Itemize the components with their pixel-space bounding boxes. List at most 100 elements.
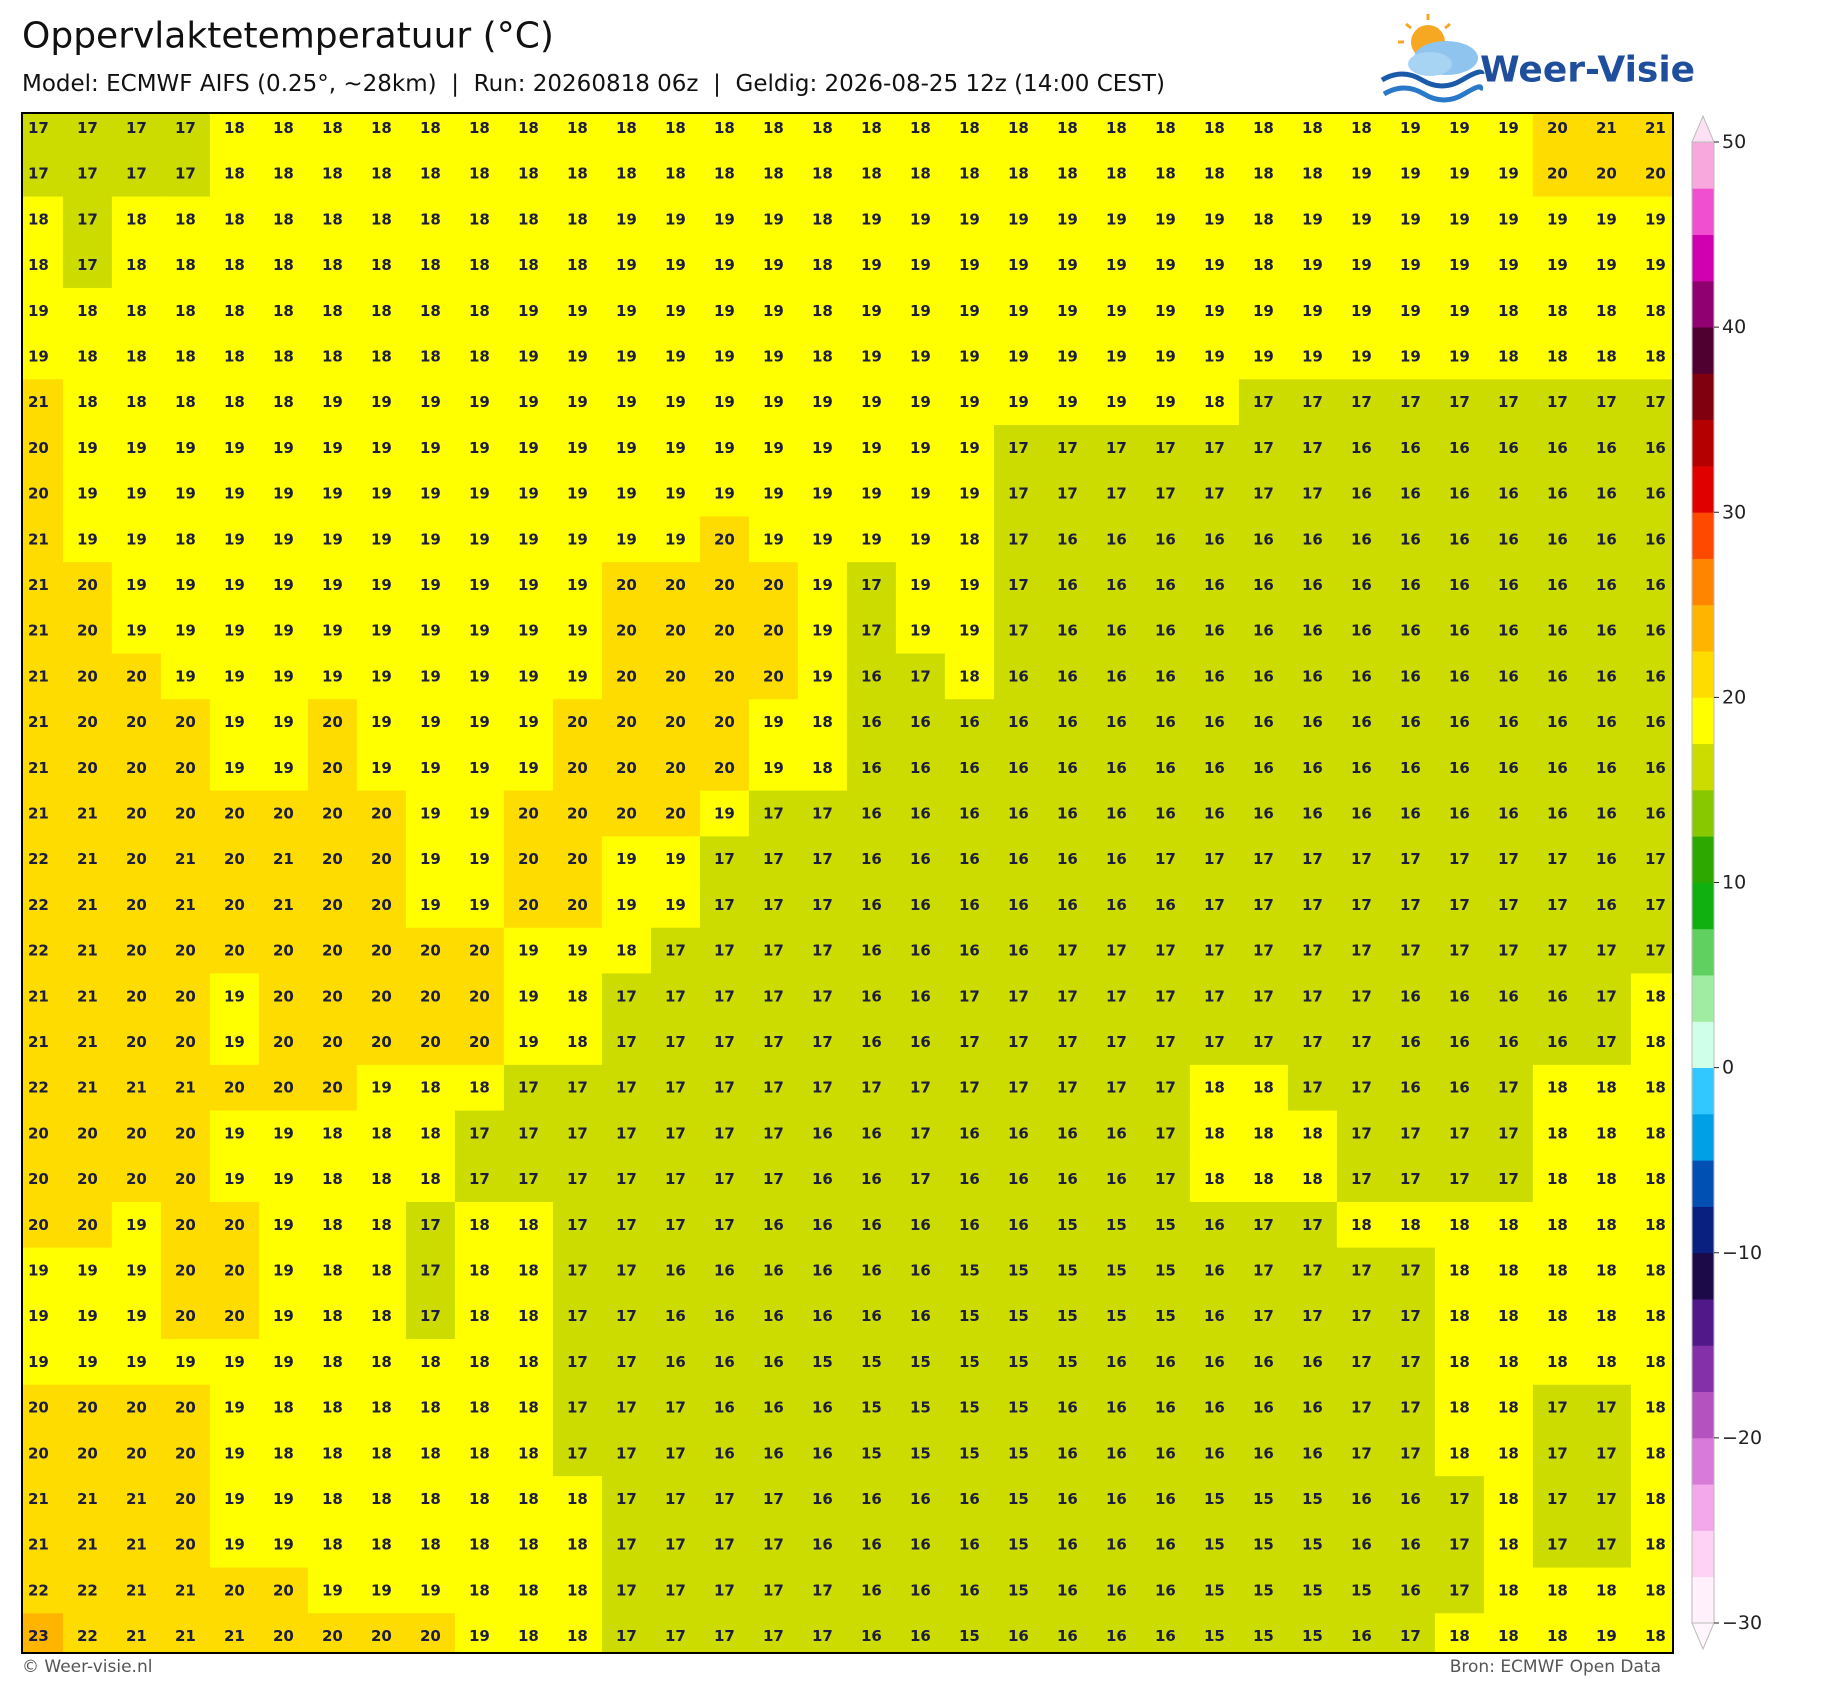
- temperature-cell: [650, 379, 701, 426]
- temperature-label: 15: [959, 1262, 980, 1280]
- temperature-cell: [356, 744, 407, 792]
- temperature-label: 19: [469, 896, 490, 914]
- temperature-label: 17: [175, 119, 196, 137]
- temperature-cell: [1091, 1293, 1142, 1340]
- temperature-cell: [62, 1339, 113, 1386]
- temperature-label: 18: [518, 1444, 539, 1462]
- temperature-cell: [699, 470, 750, 518]
- temperature-label: 20: [126, 1170, 147, 1188]
- temperature-label: 18: [1645, 1536, 1666, 1554]
- temperature-cell: [650, 973, 701, 1020]
- temperature-label: 15: [1057, 1353, 1078, 1371]
- temperature-cell: [160, 287, 211, 335]
- temperature-label: 19: [910, 439, 931, 457]
- temperature-cell: [895, 196, 946, 243]
- temperature-label: 20: [77, 1444, 98, 1462]
- temperature-label: 20: [469, 942, 490, 960]
- temperature-cell: [1042, 333, 1093, 380]
- temperature-cell: [1238, 927, 1289, 975]
- temperature-cell: [62, 1064, 113, 1112]
- temperature-cell: [209, 1156, 260, 1203]
- colorbar-box: [1692, 1437, 1714, 1485]
- temperature-cell: [1581, 287, 1632, 335]
- temperature-label: 17: [469, 1170, 490, 1188]
- temperature-label: 21: [273, 850, 294, 868]
- temperature-cell: [160, 1384, 211, 1432]
- temperature-label: 19: [861, 530, 882, 548]
- temperature-label: 17: [714, 1170, 735, 1188]
- temperature-label: 18: [224, 393, 245, 411]
- temperature-cell: [258, 1430, 309, 1477]
- temperature-label: 16: [1400, 987, 1421, 1005]
- subtitle: Model: ECMWF AIFS (0.25°, ~28km) | Run: …: [22, 71, 1165, 97]
- temperature-cell: [503, 242, 554, 289]
- temperature-cell: [1042, 1384, 1093, 1432]
- temperature-label: 21: [28, 530, 49, 548]
- temperature-cell: [650, 242, 701, 289]
- temperature-label: 18: [273, 256, 294, 274]
- temperature-label: 19: [1547, 256, 1568, 274]
- temperature-label: 17: [1204, 896, 1225, 914]
- temperature-cell: [1091, 699, 1142, 746]
- temperature-label: 16: [861, 1124, 882, 1142]
- temperature-cell: [454, 1430, 505, 1477]
- temperature-label: 17: [665, 1444, 686, 1462]
- temperature-label: 16: [1155, 1627, 1176, 1645]
- temperature-cell: [797, 333, 848, 380]
- temperature-label: 19: [616, 485, 637, 503]
- temperature-cell: [552, 379, 603, 426]
- temperature-cell: [1336, 1156, 1387, 1203]
- temperature-cell: [552, 1019, 603, 1066]
- temperature-label: 20: [175, 805, 196, 823]
- temperature-cell: [1189, 242, 1240, 289]
- temperature-cell: [895, 150, 946, 198]
- temperature-label: 16: [1204, 1444, 1225, 1462]
- temperature-label: 20: [665, 622, 686, 640]
- temperature-cell: [258, 607, 309, 655]
- colorbar-box: [1692, 142, 1714, 189]
- temperature-cell: [503, 1201, 554, 1249]
- temperature-cell: [22, 744, 64, 792]
- temperature-label: 17: [567, 1399, 588, 1417]
- temperature-cell: [748, 1293, 799, 1340]
- temperature-label: 19: [77, 1353, 98, 1371]
- temperature-label: 18: [1645, 1262, 1666, 1280]
- temperature-cell: [111, 790, 162, 837]
- temperature-label: 18: [959, 530, 980, 548]
- temperature-cell: [1630, 927, 1673, 975]
- temperature-cell: [846, 1064, 897, 1112]
- temperature-label: 17: [1400, 1124, 1421, 1142]
- temperature-label: 19: [273, 1536, 294, 1554]
- temperature-label: 17: [763, 1079, 784, 1097]
- temperature-cell: [1630, 1019, 1673, 1066]
- temperature-label: 19: [1596, 256, 1617, 274]
- temperature-cell: [895, 470, 946, 518]
- temperature-label: 19: [1057, 256, 1078, 274]
- temperature-cell: [601, 973, 652, 1020]
- temperature-cell: [1140, 1110, 1191, 1157]
- temperature-cell: [1483, 1201, 1534, 1249]
- temperature-label: 16: [1204, 622, 1225, 640]
- temperature-cell: [503, 562, 554, 609]
- temperature-cell: [895, 1064, 946, 1112]
- temperature-label: 17: [616, 1124, 637, 1142]
- temperature-cell: [454, 1064, 505, 1112]
- temperature-label: 18: [1449, 1353, 1470, 1371]
- temperature-cell: [1532, 836, 1583, 883]
- temperature-cell: [1336, 927, 1387, 975]
- temperature-cell: [405, 1339, 456, 1386]
- temperature-label: 18: [567, 256, 588, 274]
- temperature-cell: [111, 1156, 162, 1203]
- temperature-cell: [650, 882, 701, 929]
- temperature-label: 17: [1204, 942, 1225, 960]
- temperature-label: 17: [616, 1399, 637, 1417]
- temperature-label: 18: [1498, 348, 1519, 366]
- temperature-cell: [62, 333, 113, 380]
- temperature-label: 16: [1449, 759, 1470, 777]
- temperature-label: 19: [371, 393, 392, 411]
- temperature-label: 18: [322, 1490, 343, 1508]
- temperature-cell: [1532, 242, 1583, 289]
- temperature-cell: [797, 1430, 848, 1477]
- temperature-label: 17: [28, 119, 49, 137]
- temperature-cell: [62, 1384, 113, 1432]
